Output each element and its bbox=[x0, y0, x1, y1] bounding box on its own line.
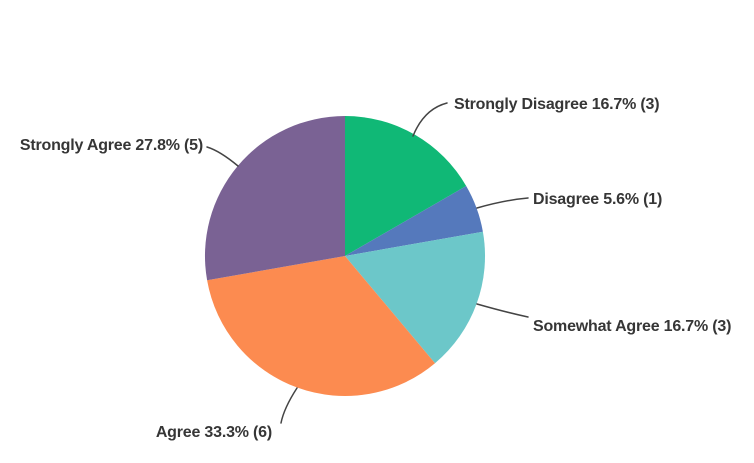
slice-label-strongly-disagree: Strongly Disagree 16.7% (3) bbox=[454, 96, 660, 113]
slice-label-strongly-agree: Strongly Agree 27.8% (5) bbox=[19, 137, 203, 154]
pie-slices-group bbox=[204, 116, 486, 396]
leader-line-somewhat-agree bbox=[476, 303, 529, 318]
leader-line-disagree bbox=[476, 197, 529, 209]
pie-slice-strongly-disagree[interactable] bbox=[345, 116, 467, 256]
pie-slice-agree[interactable] bbox=[207, 256, 435, 396]
slice-label-somewhat-agree: Somewhat Agree 16.7% (3) bbox=[533, 318, 732, 335]
slice-label-disagree: Disagree 5.6% (1) bbox=[533, 191, 663, 208]
leader-line-strongly-agree bbox=[206, 146, 239, 167]
leader-lines-group bbox=[206, 102, 529, 424]
pie-slice-somewhat-agree[interactable] bbox=[345, 231, 486, 364]
slice-label-agree: Agree 33.3% (6) bbox=[155, 424, 272, 441]
leader-line-strongly-disagree bbox=[412, 102, 448, 137]
pie-slice-strongly-agree[interactable] bbox=[204, 116, 345, 281]
pie-slice-disagree[interactable] bbox=[345, 186, 483, 256]
leader-line-agree bbox=[280, 387, 298, 424]
